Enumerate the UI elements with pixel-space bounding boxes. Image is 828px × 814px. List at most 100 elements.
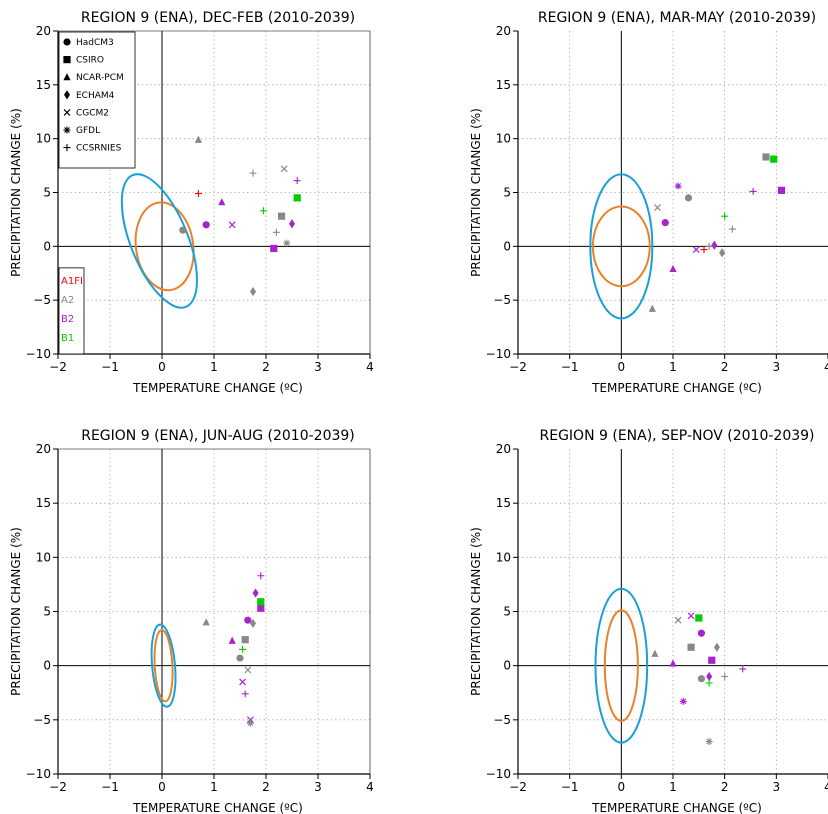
x-tick-label: 4 <box>366 780 374 794</box>
chart-title: REGION 9 (ENA), MAR-MAY (2010-2039) <box>538 10 816 26</box>
x-tick-label: −1 <box>561 780 579 794</box>
legend-label: CGCM2 <box>76 108 109 118</box>
y-tick-label: −5 <box>493 293 511 307</box>
legend-marker <box>64 90 70 100</box>
x-tick-label: 4 <box>824 360 828 374</box>
y-tick-label: 10 <box>36 132 51 146</box>
data-point <box>684 194 693 202</box>
data-point <box>239 645 247 653</box>
data-point <box>289 219 295 229</box>
data-point <box>721 212 729 220</box>
data-point <box>179 226 187 234</box>
x-tick-label: 0 <box>158 780 166 794</box>
x-tick-label: 3 <box>314 360 322 374</box>
x-tick-label: 3 <box>773 360 781 374</box>
data-point <box>293 177 301 185</box>
y-tick-label: 0 <box>503 659 511 673</box>
data-point <box>770 155 778 163</box>
legend-marker <box>63 56 71 64</box>
legend-marker <box>63 108 71 116</box>
x-tick-label: 0 <box>618 780 626 794</box>
x-tick-label: 0 <box>618 360 626 374</box>
data-point <box>278 212 286 220</box>
y-tick-label: 15 <box>496 496 511 510</box>
y-tick-label: 20 <box>36 442 51 456</box>
y-tick-label: −10 <box>486 347 511 361</box>
scenario-legend-box <box>58 267 85 355</box>
data-point <box>244 666 252 674</box>
x-tick-label: −2 <box>509 360 527 374</box>
x-tick-label: 2 <box>262 780 270 794</box>
data-point <box>711 240 718 250</box>
data-point <box>749 187 757 195</box>
blue-ellipse <box>589 173 654 320</box>
data-point <box>762 153 770 161</box>
data-point <box>705 738 713 745</box>
y-axis-label: PRECIPITATION CHANGE (%) <box>469 108 483 277</box>
orange-ellipse <box>591 205 651 288</box>
data-point <box>250 618 256 629</box>
x-tick-label: 3 <box>314 780 322 794</box>
x-tick-label: −1 <box>101 360 119 374</box>
data-point <box>257 604 265 612</box>
y-tick-label: −10 <box>26 347 51 361</box>
data-point <box>687 612 695 620</box>
orange-ellipse <box>134 201 195 292</box>
data-point <box>669 659 677 667</box>
data-point <box>280 165 288 173</box>
data-point <box>270 244 278 253</box>
data-point <box>244 616 252 624</box>
x-tick-label: 1 <box>669 360 677 374</box>
x-tick-label: 2 <box>262 360 270 374</box>
data-point <box>654 204 661 211</box>
y-tick-label: −10 <box>486 767 511 781</box>
y-axis-label: PRECIPITATION CHANGE (%) <box>9 108 23 277</box>
data-point <box>241 690 249 698</box>
scenario-label: B2 <box>61 314 74 325</box>
y-axis-label: PRECIPITATION CHANGE (%) <box>9 527 23 696</box>
data-point <box>721 673 729 680</box>
x-tick-label: 2 <box>721 780 729 794</box>
legend-marker <box>63 144 71 152</box>
legend-label: CCSRNIES <box>76 144 122 154</box>
blue-ellipse <box>594 587 649 744</box>
y-tick-label: 5 <box>43 605 51 619</box>
y-tick-label: 10 <box>496 132 511 146</box>
y-tick-label: 20 <box>496 442 511 456</box>
data-point <box>246 719 254 727</box>
legend-label: CSIRO <box>76 56 104 66</box>
y-tick-label: 5 <box>503 605 511 619</box>
scenario-label: B1 <box>61 333 74 344</box>
data-point <box>777 186 786 194</box>
y-tick-label: 15 <box>496 78 511 92</box>
y-tick-label: 0 <box>43 239 51 253</box>
y-tick-label: −5 <box>33 713 51 727</box>
data-point <box>202 618 210 626</box>
data-point <box>739 665 747 673</box>
y-tick-label: 20 <box>36 24 51 38</box>
data-point <box>236 654 244 662</box>
data-point <box>695 614 703 622</box>
data-point <box>252 588 259 598</box>
y-tick-label: 15 <box>36 78 51 92</box>
y-tick-label: 0 <box>503 239 511 253</box>
data-point <box>257 572 265 580</box>
legend-label: GFDL <box>76 126 100 136</box>
legend-marker <box>63 73 71 81</box>
x-tick-label: 0 <box>158 360 166 374</box>
x-axis-label: TEMPERATURE CHANGE (ºC) <box>132 381 303 395</box>
x-tick-label: 1 <box>210 360 218 374</box>
chart-title: REGION 9 (ENA), JUN-AUG (2010-2039) <box>81 428 355 444</box>
x-tick-label: −1 <box>101 780 119 794</box>
data-point <box>700 246 708 254</box>
x-tick-label: −2 <box>49 780 67 794</box>
y-tick-label: 20 <box>496 24 511 38</box>
data-point <box>293 194 301 202</box>
data-point <box>697 629 706 637</box>
data-point <box>697 675 706 683</box>
y-tick-label: 5 <box>503 186 511 200</box>
legend-box <box>58 31 136 169</box>
x-axis-label: TEMPERATURE CHANGE (ºC) <box>591 381 762 395</box>
data-point <box>708 656 716 664</box>
